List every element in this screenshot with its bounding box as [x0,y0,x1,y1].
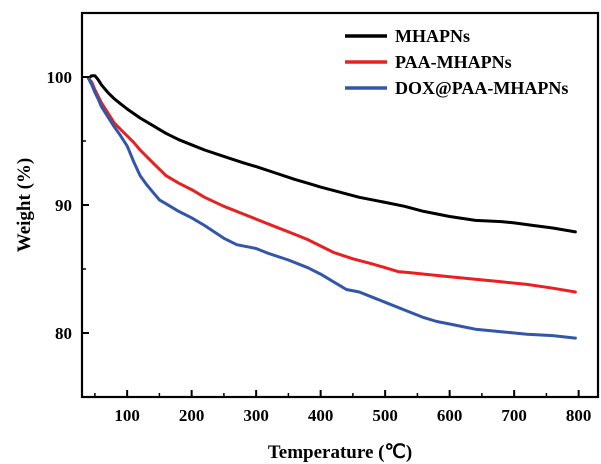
y-tick-label: 80 [55,324,72,343]
legend-label: DOX@PAA-MHAPNs [395,78,568,98]
series-line-1 [87,74,577,234]
x-axis-title: Temperature (℃) [268,442,412,463]
x-tick-label: 600 [437,406,463,425]
x-tick-label: 700 [501,406,527,425]
series-line-2 [87,76,577,294]
x-tick-label: 800 [566,406,592,425]
x-tick-label: 300 [243,406,269,425]
x-tick-label: 100 [114,406,140,425]
y-axis-title: Weight (%) [14,158,35,252]
y-tick-label: 90 [55,196,72,215]
legend-label: MHAPNs [395,26,470,46]
x-tick-label: 200 [179,406,205,425]
x-tick-label: 500 [372,406,398,425]
plot-frame [80,11,600,399]
legend-label: PAA-MHAPNs [395,52,512,72]
x-tick-label: 400 [308,406,334,425]
series-line-3 [87,76,577,340]
y-tick-label: 100 [47,68,73,87]
